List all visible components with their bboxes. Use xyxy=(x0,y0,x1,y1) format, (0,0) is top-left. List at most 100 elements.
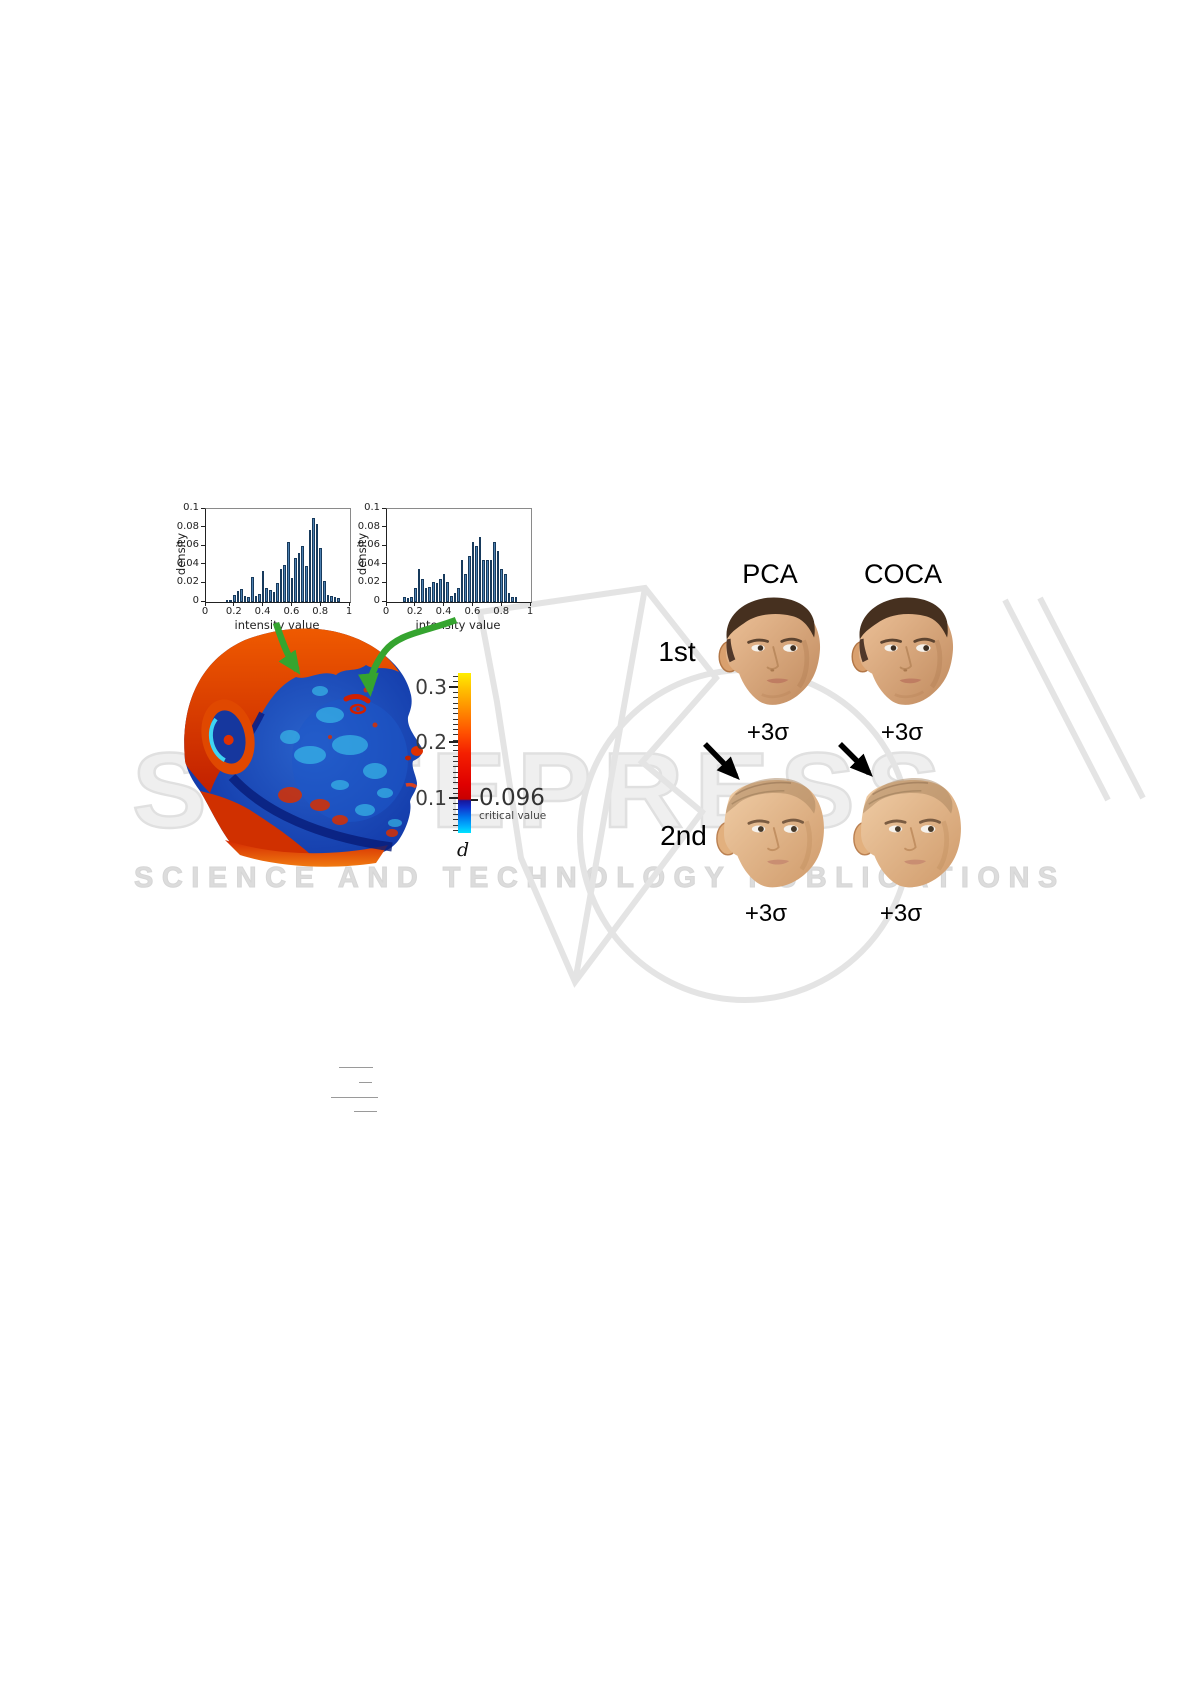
y-tick-mark xyxy=(382,544,386,546)
y-tick-mark xyxy=(201,563,205,565)
x-tick-mark xyxy=(262,602,264,606)
histogram-bar xyxy=(254,595,258,602)
histogram-bar xyxy=(315,523,319,602)
y-tick-label: 0.02 xyxy=(357,576,380,588)
faint-fraction-mark xyxy=(359,1082,372,1084)
x-tick-mark xyxy=(529,602,531,606)
histogram-bar xyxy=(265,588,269,602)
y-tick-mark xyxy=(201,526,205,528)
y-tick-mark xyxy=(382,526,386,528)
x-tick-label: 0.2 xyxy=(225,606,242,617)
colorbar-minor-tick xyxy=(453,739,458,741)
y-tick-label: 0.02 xyxy=(176,576,199,588)
histogram-bar xyxy=(496,550,500,602)
colorbar-minor-tick xyxy=(453,782,458,784)
histogram-bar xyxy=(279,568,283,602)
colorbar-minor-tick xyxy=(453,745,458,746)
histogram-bar xyxy=(493,541,496,602)
colorbar-minor-tick xyxy=(453,803,458,805)
y-tick-label: 0.06 xyxy=(357,539,380,551)
colorbar-minor-tick xyxy=(453,729,458,731)
colorbar-minor-tick xyxy=(453,702,458,704)
x-tick-label: 0.8 xyxy=(312,606,329,617)
arrow-histogram1-to-hairline xyxy=(272,621,301,675)
colorbar-minor-tick xyxy=(453,787,458,789)
faint-fraction-mark xyxy=(339,1067,373,1069)
colorbar-minor-tick xyxy=(453,697,458,699)
y-tick-mark xyxy=(201,544,205,546)
colorbar-critical-marker xyxy=(471,799,478,801)
x-tick-label: 0.4 xyxy=(435,606,452,617)
histogram-bar xyxy=(464,574,468,602)
arrow-coca-2nd-hair xyxy=(838,742,873,777)
x-tick-mark xyxy=(348,602,350,606)
histogram-bar xyxy=(435,583,439,602)
y-tick-label: 0.04 xyxy=(357,557,380,569)
histogram-bar xyxy=(446,582,450,602)
colorbar-axis-symbol: d xyxy=(457,839,470,861)
x-tick-label: 0.8 xyxy=(493,606,510,617)
y-tick-label: 0 xyxy=(373,595,380,606)
histogram-bar xyxy=(225,600,229,602)
histogram-bar xyxy=(475,546,478,602)
histogram-bar xyxy=(312,518,315,602)
colorbar-minor-tick xyxy=(453,761,458,762)
histogram-bar xyxy=(243,596,247,602)
histogram-bar xyxy=(326,594,330,602)
histogram-bar xyxy=(507,592,511,602)
histogram-bar xyxy=(330,595,333,602)
histogram-bar xyxy=(337,598,341,602)
y-tick-mark xyxy=(382,600,386,602)
histogram-2-plot-area xyxy=(386,508,532,603)
y-tick-label: 0.08 xyxy=(176,520,199,532)
colorbar-minor-tick xyxy=(453,771,458,773)
y-tick-mark xyxy=(382,563,386,565)
histogram-bar xyxy=(283,564,287,602)
x-tick-label: 1 xyxy=(526,606,534,617)
histogram-bar xyxy=(432,581,435,602)
colorbar-minor-tick xyxy=(453,830,458,831)
histogram-bar xyxy=(229,600,233,602)
histogram-bar xyxy=(301,546,305,602)
y-tick-label: 0 xyxy=(192,595,199,606)
x-tick-mark xyxy=(319,602,321,606)
histogram-bar xyxy=(305,565,308,602)
colorbar-critical-value: 0.096 xyxy=(479,785,545,811)
histogram-bar xyxy=(511,597,514,602)
colorbar-minor-tick xyxy=(453,792,458,794)
histogram-bar xyxy=(247,597,251,602)
histogram-bar xyxy=(514,597,518,602)
y-tick-label: 0.08 xyxy=(357,520,380,532)
histogram-bar xyxy=(471,541,475,602)
colorbar-gradient xyxy=(458,673,471,833)
x-tick-mark xyxy=(290,602,292,606)
sigma-label-coca-1st: +3σ xyxy=(880,719,924,746)
x-tick-mark xyxy=(443,602,445,606)
colorbar-critical-caption: critical value xyxy=(479,810,547,822)
colorbar-tick-label: 0.1 xyxy=(415,786,447,810)
histogram-bar xyxy=(294,558,297,602)
y-tick-mark xyxy=(382,507,386,509)
x-tick-label: 0.6 xyxy=(283,606,300,617)
colorbar-minor-tick xyxy=(453,766,458,768)
histogram-bar xyxy=(424,588,428,602)
faint-fraction-mark xyxy=(331,1097,378,1099)
colorbar-major-tick xyxy=(449,686,458,688)
histogram-bar xyxy=(406,598,410,602)
histogram-bar xyxy=(410,597,414,602)
histogram-bar xyxy=(478,536,482,602)
colorbar-minor-tick xyxy=(453,824,458,826)
histogram-bar xyxy=(504,574,507,602)
histogram-bar xyxy=(272,591,276,602)
histogram-bar xyxy=(333,597,337,602)
histogram-bar xyxy=(403,597,406,602)
y-tick-label: 0.04 xyxy=(176,557,199,569)
arrow-histogram2-to-eyebrow xyxy=(358,616,458,697)
histogram-bar xyxy=(290,577,294,602)
sigma-label-coca-2nd: +3σ xyxy=(879,900,923,927)
histogram-bar xyxy=(468,555,471,602)
histogram-bar xyxy=(261,571,265,602)
colorbar-minor-tick xyxy=(453,776,458,778)
histogram-bar xyxy=(489,560,493,602)
